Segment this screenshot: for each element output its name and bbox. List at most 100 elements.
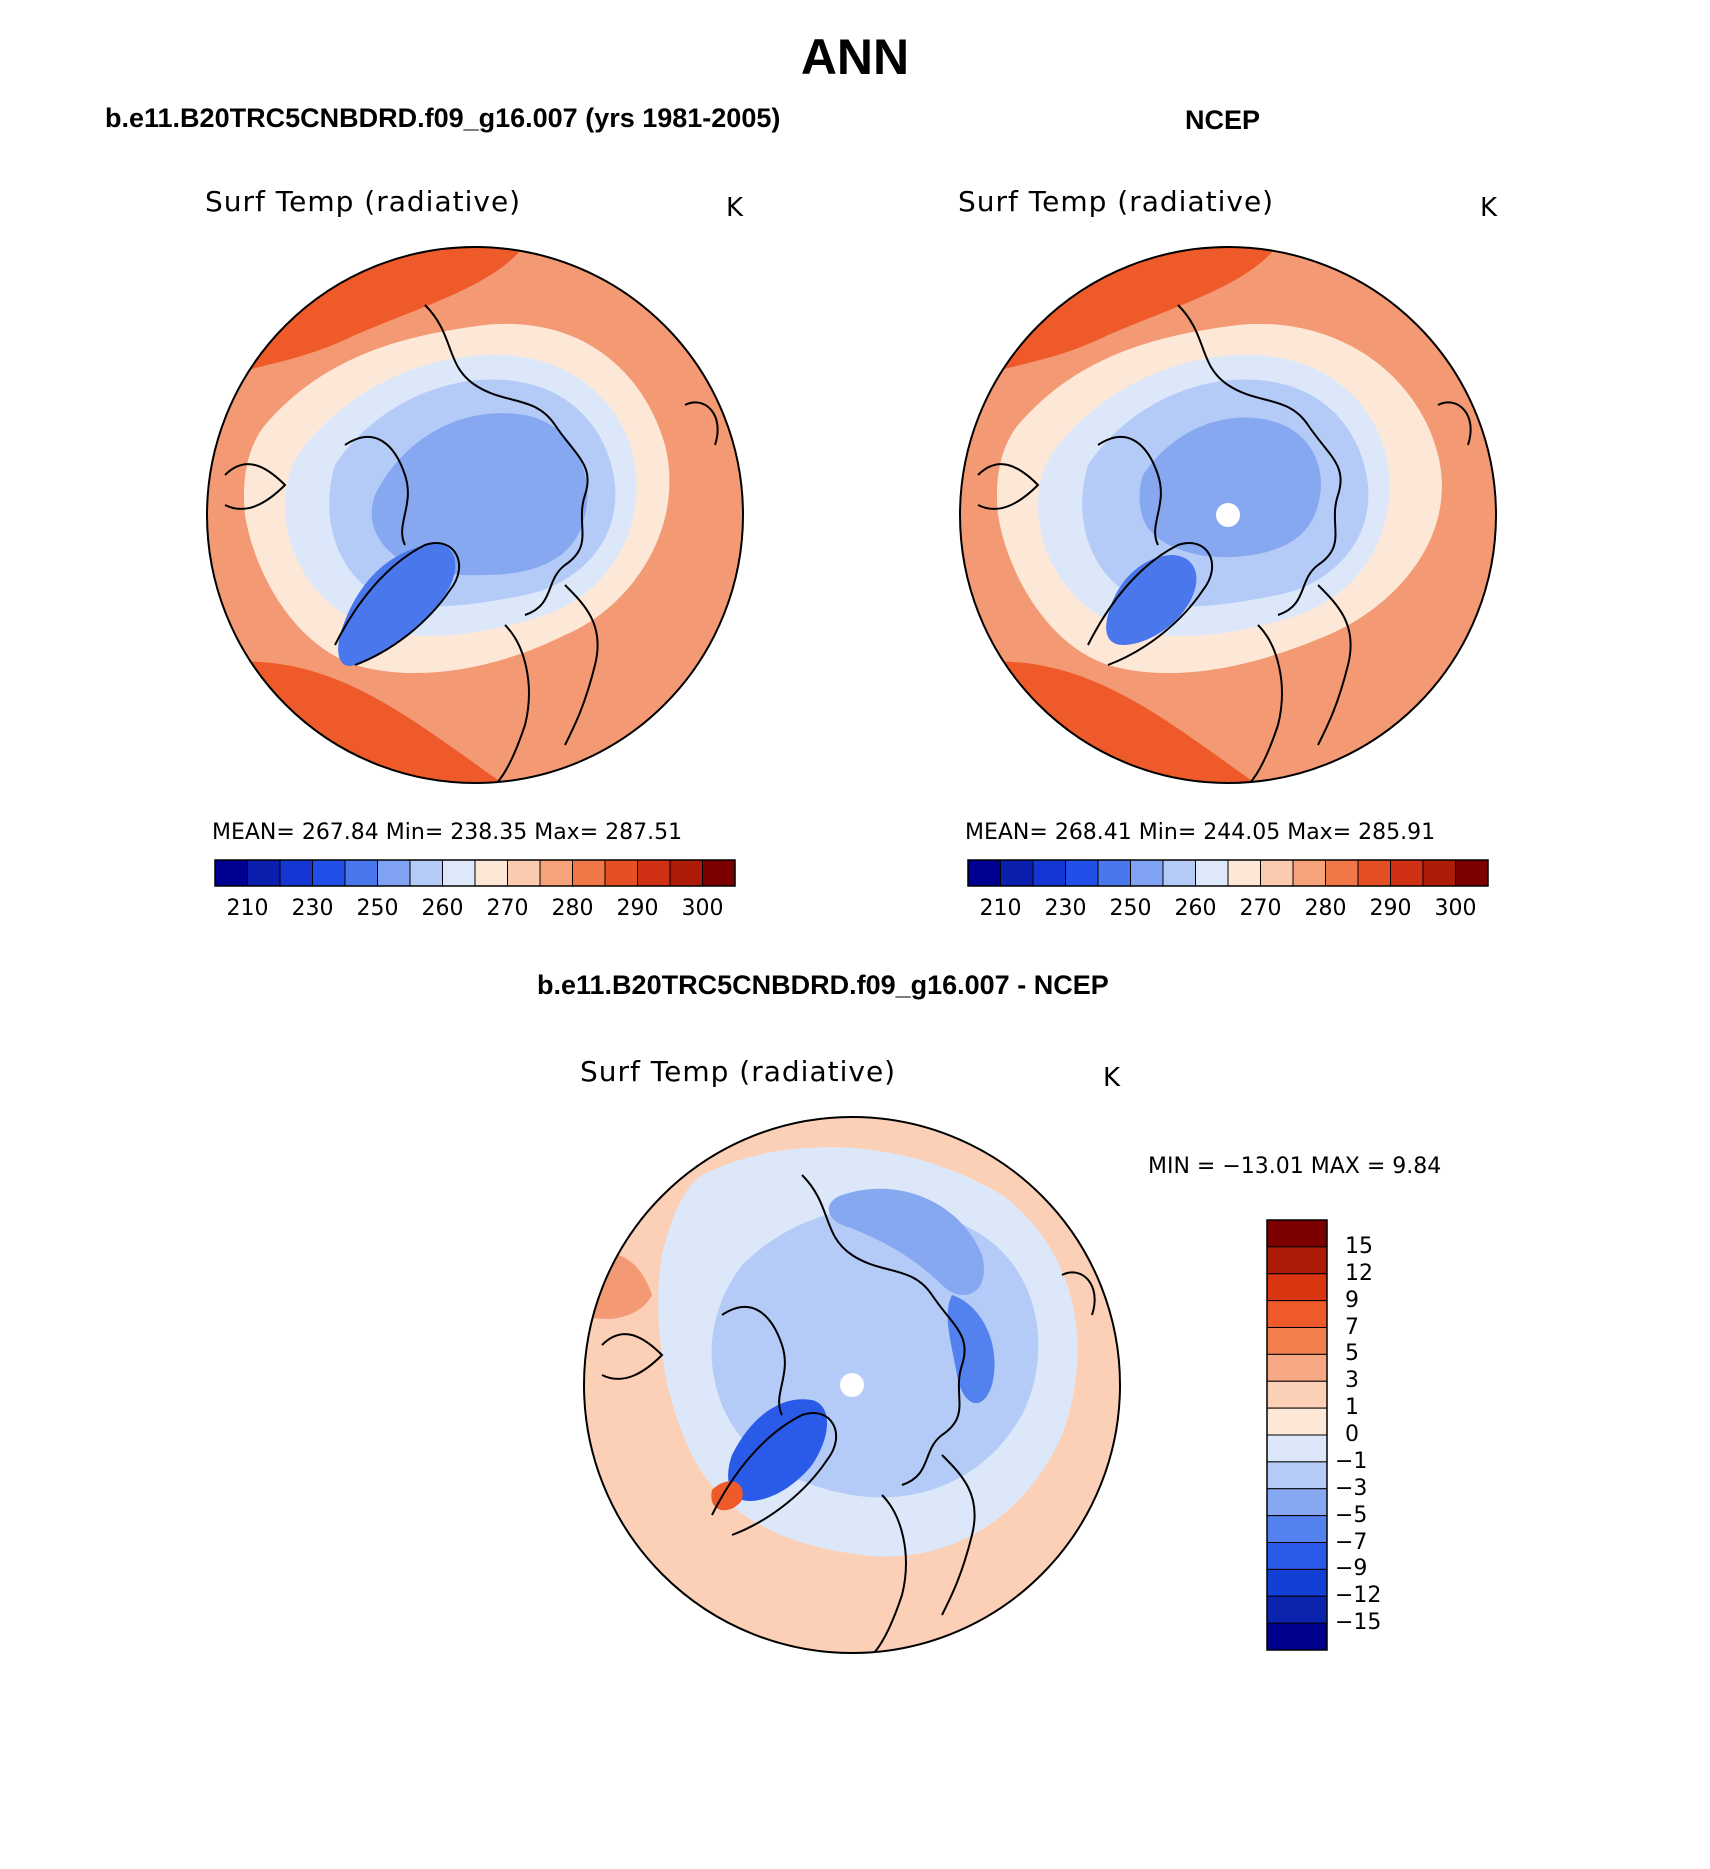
colorbar-difference-swatch [1266,1542,1328,1570]
colorbar-model-swatch [442,859,476,887]
map3-boundary [583,1116,1121,1654]
colorbar-difference-tick-label: 5 [1345,1341,1359,1367]
map3-field-greenland-cold [728,1399,827,1501]
colorbar-difference-labels: 15 12 9 7 5 3 1 0 −1 −3 −5 −7 −9 −12 −15 [1335,1220,1435,1652]
colorbar-difference-swatch [1266,1461,1328,1490]
colorbar-difference-tick-label: −7 [1335,1529,1368,1555]
map2-field-cold-mid [1139,417,1321,558]
diff-variable-label: Surf Temp (radiative) [580,1055,897,1088]
colorbar-difference-swatch [1266,1300,1328,1328]
colorbar-model-swatch [474,859,508,887]
colorbar-model-swatch [604,859,638,887]
colorbar-model-tick-label: 210 [226,896,269,921]
colorbar-difference-tick-label: −15 [1335,1610,1382,1636]
colorbar-difference-swatch [1266,1622,1328,1651]
map-ncep [959,246,1497,784]
panel1-units: K [726,193,744,223]
colorbar-ncep-swatch [1390,859,1424,887]
map3-pole-mask [840,1373,864,1397]
colorbar-ncep-tick-label: 280 [1304,896,1347,921]
colorbar-model-tick-label: 230 [291,896,334,921]
colorbar-model-swatch [572,859,606,887]
colorbar-difference-tick-label: 1 [1345,1395,1359,1421]
colorbar-difference-tick-label: −12 [1335,1583,1382,1609]
colorbar-model-tick-label: 250 [356,896,399,921]
colorbar-ncep-swatch [1162,859,1196,887]
colorbar-ncep-tick-label: 260 [1174,896,1217,921]
colorbar-model-swatch [344,859,378,887]
colorbar-model-tick-label: 280 [551,896,594,921]
colorbar-model-swatch [279,859,313,887]
colorbar-ncep-swatch [1130,859,1164,887]
colorbar-model-swatch [312,859,346,887]
panel1-stats: MEAN= 267.84 Min= 238.35 Max= 287.51 [212,820,683,845]
map1-boundary [206,246,744,784]
colorbar-ncep-swatch [1097,859,1131,887]
colorbar-ncep-tick-label: 290 [1369,896,1412,921]
colorbar-difference-tick-label: 15 [1345,1233,1373,1259]
colorbar-difference-swatch [1266,1327,1328,1355]
map2-coastlines [977,304,1472,783]
colorbar-ncep-swatch [1422,859,1456,887]
diff-subtitle: b.e11.B20TRC5CNBDRD.f09_g16.007 - NCEP [537,970,1109,1000]
colorbar-ncep-swatch [1260,859,1294,887]
map1-field-greenland-cold [338,543,456,666]
map3-coastlines [601,1174,1096,1653]
colorbar-model-tick-label: 270 [486,896,529,921]
colorbar-difference-swatch [1266,1568,1328,1597]
colorbar-difference-swatch [1266,1380,1328,1409]
colorbar-ncep [967,859,1489,887]
colorbar-ncep-tick-label: 270 [1239,896,1282,921]
diff-units: K [1103,1063,1121,1093]
panel2-stats: MEAN= 268.41 Min= 244.05 Max= 285.91 [965,820,1436,845]
panel2-variable-label: Surf Temp (radiative) [958,185,1275,218]
map1-field-cold-mid [371,413,588,576]
colorbar-ncep-swatch [1065,859,1099,887]
colorbar-model-swatch [247,859,281,887]
colorbar-model-tick-label: 260 [421,896,464,921]
colorbar-difference-outline [1266,1219,1328,1651]
colorbar-difference-swatch [1266,1219,1328,1248]
colorbar-model-swatch [507,859,541,887]
colorbar-difference-tick-label: 0 [1345,1422,1359,1447]
colorbar-model-swatch [214,859,248,887]
colorbar-ncep-swatch [967,859,1001,887]
colorbar-difference-swatch [1266,1407,1328,1436]
colorbar-model-swatch [377,859,411,887]
diff-stats: MIN = −13.01 MAX = 9.84 [1148,1154,1442,1179]
colorbar-ncep-tick-label: 250 [1109,896,1152,921]
colorbar-ncep-swatch [1000,859,1034,887]
panel1-subtitle: b.e11.B20TRC5CNBDRD.f09_g16.007 (yrs 198… [105,103,781,133]
colorbar-model [214,859,736,887]
colorbar-difference-swatch [1266,1515,1328,1543]
map2-boundary [959,246,1497,784]
colorbar-ncep-outline [967,859,1489,887]
colorbar-ncep-tick-label: 300 [1434,896,1477,921]
colorbar-difference-tick-label: −9 [1335,1556,1368,1582]
colorbar-difference-tick-label: 9 [1345,1287,1359,1313]
colorbar-ncep-labels: 210 230 250 260 270 280 290 300 [968,896,1488,926]
colorbar-ncep-tick-label: 210 [979,896,1022,921]
colorbar-ncep-swatch [1325,859,1359,887]
map2-pole-mask [1216,503,1240,527]
colorbar-model-swatch [637,859,671,887]
colorbar-model-tick-label: 290 [616,896,659,921]
colorbar-model-swatch [702,859,736,887]
colorbar-model-swatch [539,859,573,887]
panel2-units: K [1480,193,1498,223]
colorbar-ncep-swatch [1195,859,1229,887]
colorbar-difference-tick-label: 3 [1345,1368,1359,1394]
panel2-subtitle: NCEP [1185,105,1261,135]
map-difference [583,1116,1121,1654]
map2-field-greenland-cold [1106,555,1197,645]
map3-field-cold-mid-north [828,1188,984,1295]
colorbar-difference-swatch [1266,1434,1328,1463]
colorbar-difference [1266,1219,1328,1651]
colorbar-ncep-swatch [1455,859,1489,887]
colorbar-difference-tick-label: 12 [1345,1260,1373,1286]
map1-coastlines [224,304,719,783]
colorbar-difference-swatch [1266,1246,1328,1275]
colorbar-ncep-swatch [1292,859,1326,887]
colorbar-difference-tick-label: 7 [1345,1314,1359,1340]
colorbar-ncep-swatch [1357,859,1391,887]
